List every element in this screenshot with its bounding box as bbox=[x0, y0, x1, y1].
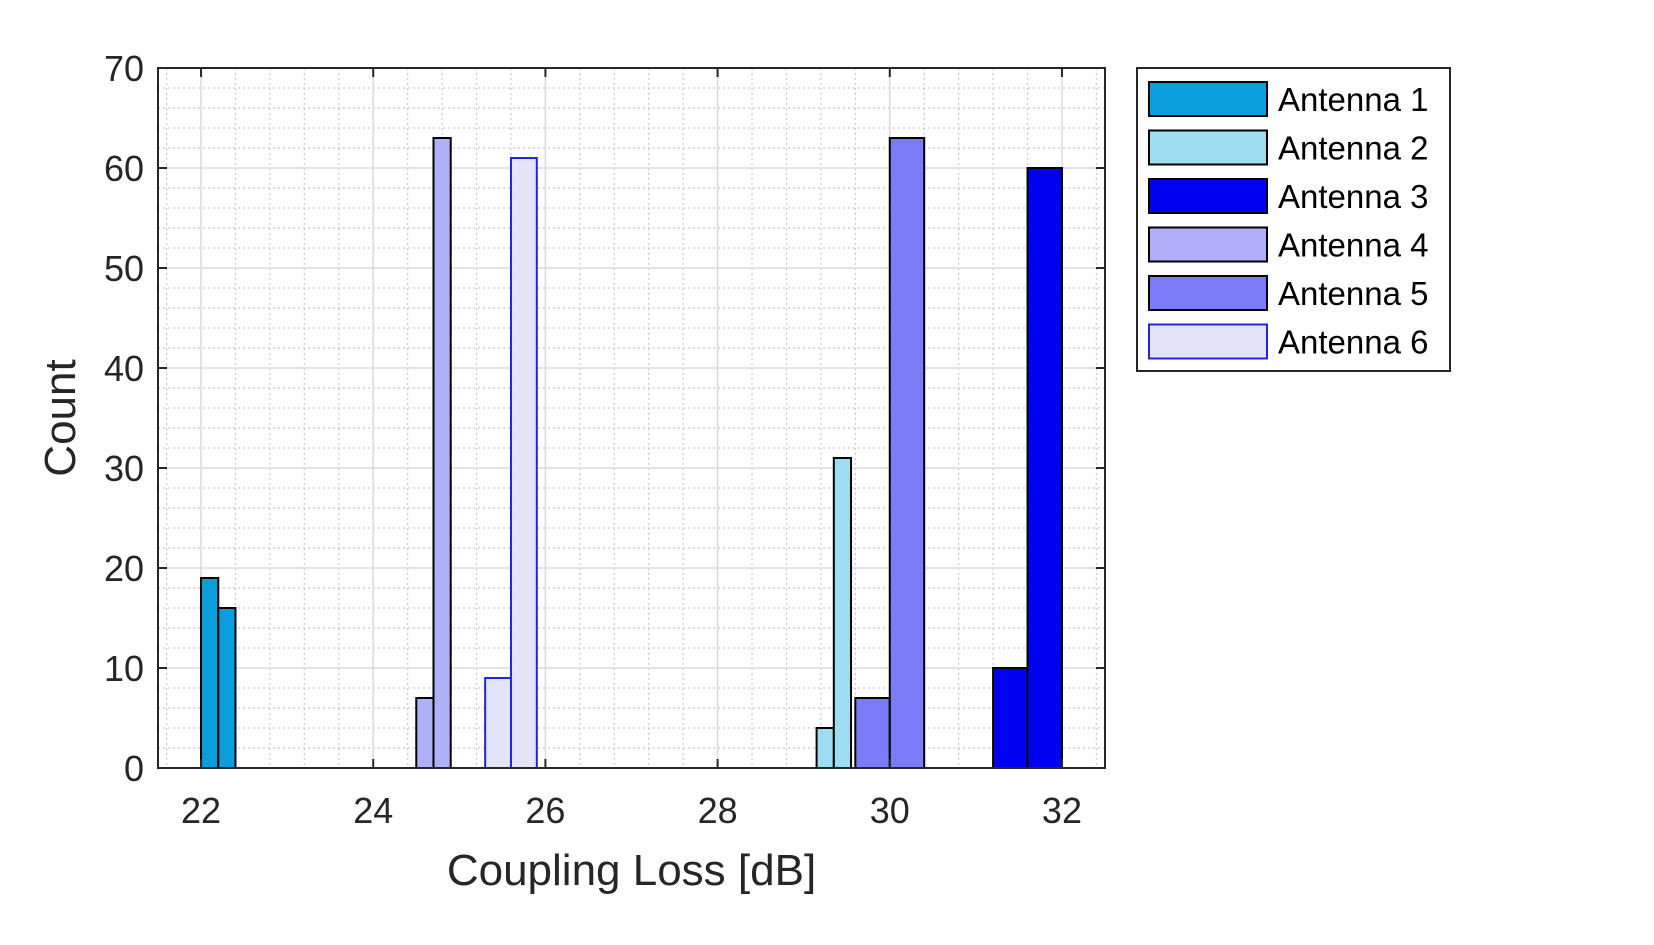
x-tick-label: 24 bbox=[353, 790, 393, 831]
y-tick-label: 60 bbox=[104, 148, 144, 189]
bar-antenna-5-bin-1 bbox=[854, 697, 891, 769]
x-tick-label: 22 bbox=[181, 790, 221, 831]
legend-swatch-antenna-6 bbox=[1148, 323, 1268, 360]
y-tick-label: 40 bbox=[104, 348, 144, 389]
y-tick-label: 10 bbox=[104, 648, 144, 689]
x-tick-label: 32 bbox=[1042, 790, 1082, 831]
bar-antenna-3-bin-2 bbox=[1026, 167, 1063, 769]
y-tick-label: 30 bbox=[104, 448, 144, 489]
bar-antenna-6-bin-2 bbox=[509, 157, 538, 769]
bar-antenna-4-bin-2 bbox=[432, 137, 452, 769]
plot-area bbox=[158, 68, 1105, 768]
legend-swatch-antenna-5 bbox=[1148, 275, 1268, 311]
x-tick-label: 30 bbox=[870, 790, 910, 831]
legend: Antenna 1 Antenna 2 Antenna 3 Antenna 4 Ante… bbox=[1136, 67, 1451, 372]
bar-antenna-2-bin-2 bbox=[832, 457, 853, 769]
bar-antenna-3-bin-1 bbox=[992, 667, 1029, 769]
legend-swatch-antenna-2 bbox=[1148, 129, 1268, 166]
bar-antenna-2-bin-1 bbox=[815, 727, 835, 769]
bars bbox=[200, 137, 1063, 769]
y-tick-label: 20 bbox=[104, 548, 144, 589]
bar-antenna-5-bin-2 bbox=[888, 137, 926, 769]
legend-swatch-antenna-3 bbox=[1148, 178, 1268, 214]
legend-label-antenna-3: Antenna 3 bbox=[1278, 178, 1428, 215]
bar-antenna-6-bin-1 bbox=[484, 677, 512, 769]
x-tick-label: 26 bbox=[525, 790, 565, 831]
legend-label-antenna-1: Antenna 1 bbox=[1278, 81, 1428, 118]
legend-label-antenna-6: Antenna 6 bbox=[1278, 324, 1428, 361]
y-axis-title: Count bbox=[36, 359, 85, 476]
x-tick-label: 28 bbox=[698, 790, 738, 831]
y-tick-label: 0 bbox=[124, 748, 144, 789]
legend-label-antenna-5: Antenna 5 bbox=[1278, 275, 1428, 312]
y-tick-label: 50 bbox=[104, 248, 144, 289]
legend-label-antenna-2: Antenna 2 bbox=[1278, 130, 1428, 167]
legend-swatch-antenna-4 bbox=[1148, 226, 1268, 263]
bar-antenna-4-bin-1 bbox=[415, 697, 435, 769]
legend-box bbox=[1136, 67, 1451, 372]
axes-box bbox=[157, 67, 1106, 769]
legend-swatch-antenna-1 bbox=[1148, 81, 1268, 117]
x-axis-title: Coupling Loss [dB] bbox=[447, 846, 816, 895]
plot-area-background bbox=[158, 68, 1105, 768]
bar-antenna-1-bin-2 bbox=[217, 607, 237, 769]
legend-label-antenna-4: Antenna 4 bbox=[1278, 227, 1428, 264]
y-tick-label: 70 bbox=[104, 48, 144, 89]
tick-labels: 0 10 20 30 40 50 60 70 22 24 26 28 30 32 bbox=[104, 48, 1082, 831]
bar-antenna-1-bin-1 bbox=[200, 577, 220, 769]
axes-frame bbox=[157, 67, 1106, 769]
